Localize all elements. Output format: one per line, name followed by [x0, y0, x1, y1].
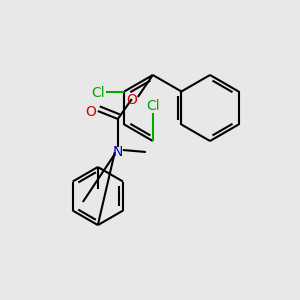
Text: N: N [113, 145, 123, 158]
Text: Cl: Cl [92, 86, 105, 100]
Text: O: O [85, 104, 96, 118]
Text: O: O [126, 94, 137, 107]
Text: Cl: Cl [146, 100, 160, 113]
